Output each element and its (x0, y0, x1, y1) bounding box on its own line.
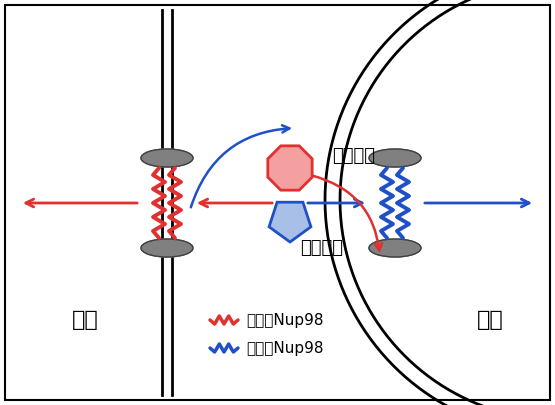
Text: 小核型Nup98: 小核型Nup98 (246, 341, 324, 356)
Ellipse shape (141, 239, 193, 257)
Text: 大核: 大核 (72, 310, 98, 330)
Text: 大核型Nup98: 大核型Nup98 (246, 313, 324, 328)
Text: 小核物質: 小核物質 (300, 239, 343, 257)
Text: 小核: 小核 (477, 310, 503, 330)
Ellipse shape (369, 239, 421, 257)
Ellipse shape (369, 149, 421, 167)
Polygon shape (268, 146, 312, 190)
Polygon shape (269, 202, 311, 242)
Text: 大核物質: 大核物質 (332, 147, 375, 165)
Ellipse shape (141, 149, 193, 167)
